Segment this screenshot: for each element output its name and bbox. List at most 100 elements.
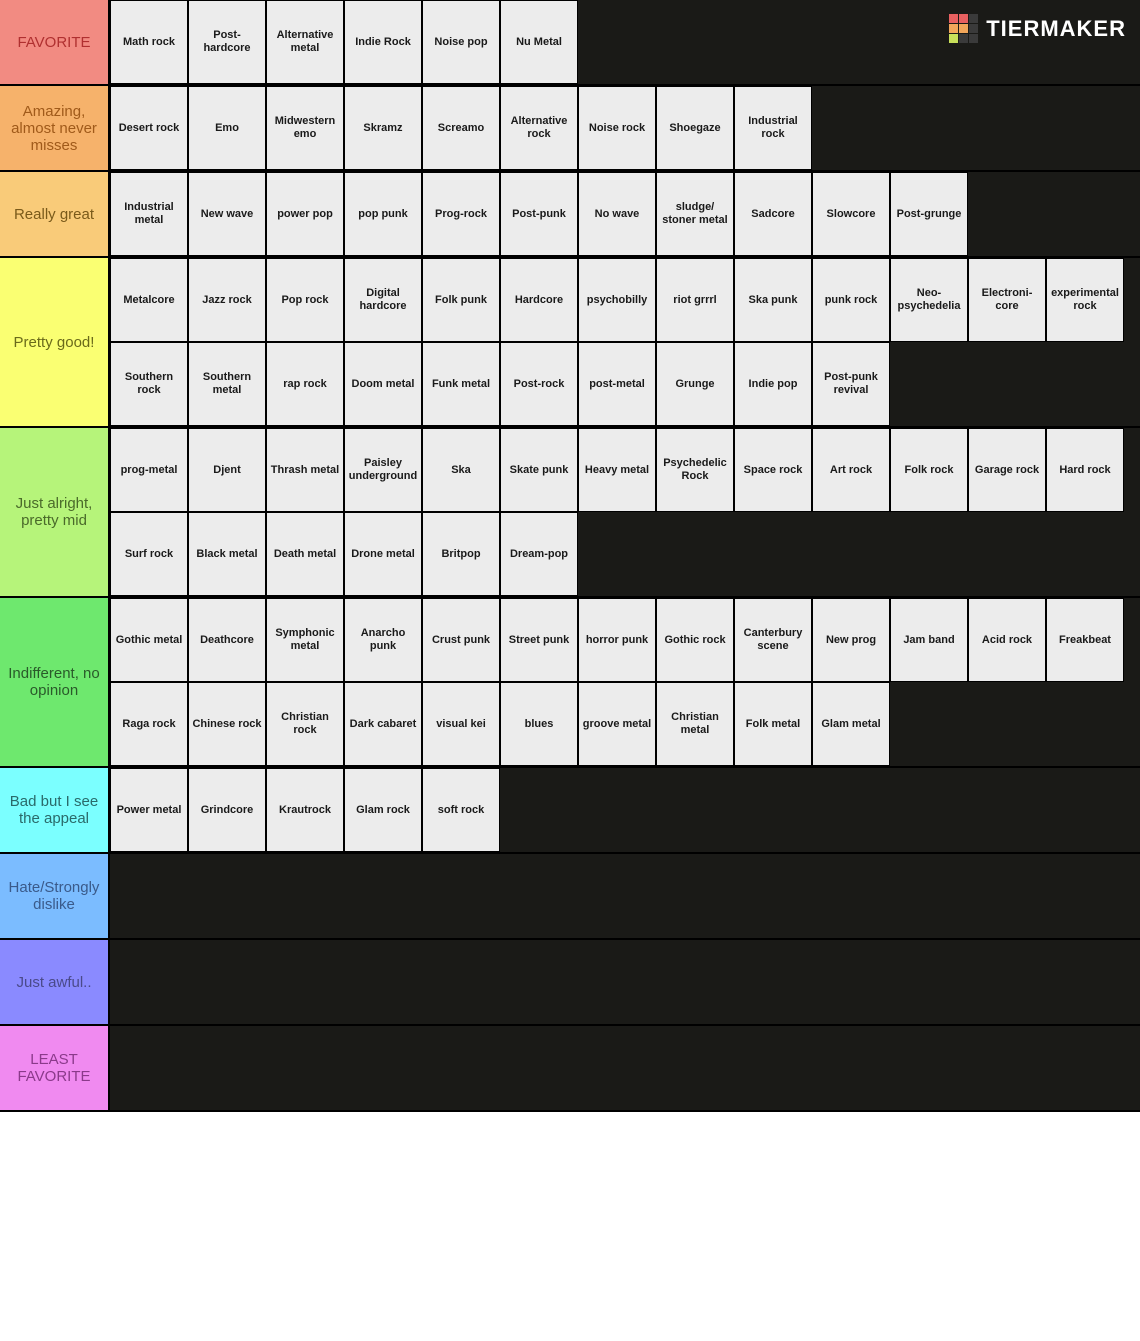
tier-item[interactable]: Jazz rock [188,258,266,342]
tier-item[interactable]: Folk rock [890,428,968,512]
tier-item[interactable]: Skate punk [500,428,578,512]
tier-item[interactable]: Black metal [188,512,266,596]
tier-item[interactable]: Shoegaze [656,86,734,170]
tier-item[interactable]: New wave [188,172,266,256]
tier-item[interactable]: Garage rock [968,428,1046,512]
tier-item[interactable]: Noise rock [578,86,656,170]
tier-item[interactable]: groove metal [578,682,656,766]
tier-item[interactable]: Paisley underground [344,428,422,512]
tier-item[interactable]: Prog-rock [422,172,500,256]
tier-label[interactable]: Bad but I see the appeal [0,768,110,852]
tier-item[interactable]: Britpop [422,512,500,596]
tier-item[interactable]: Ska [422,428,500,512]
tier-item[interactable]: Drone metal [344,512,422,596]
tier-item[interactable]: experimental rock [1046,258,1124,342]
tier-item[interactable]: Industrial metal [110,172,188,256]
tier-item[interactable]: Southern rock [110,342,188,426]
tier-item[interactable]: Post-hardcore [188,0,266,84]
tier-item[interactable]: Screamo [422,86,500,170]
tier-items[interactable]: prog-metalDjentThrash metalPaisley under… [110,428,1140,596]
tier-item[interactable]: Nu Metal [500,0,578,84]
tier-items[interactable] [110,940,1140,1024]
tier-label[interactable]: Pretty good! [0,258,110,426]
tier-item[interactable]: pop punk [344,172,422,256]
tier-items[interactable]: Power metalGrindcoreKrautrockGlam rockso… [110,768,1140,852]
tier-item[interactable]: Anarcho punk [344,598,422,682]
tier-item[interactable]: Neo-psychedelia [890,258,968,342]
tier-item[interactable]: New prog [812,598,890,682]
tier-items[interactable]: Desert rockEmoMidwestern emoSkramzScream… [110,86,1140,170]
tier-item[interactable]: Southern metal [188,342,266,426]
tier-label[interactable]: Just alright, pretty mid [0,428,110,596]
tier-items[interactable] [110,854,1140,938]
tier-item[interactable]: Psychedelic Rock [656,428,734,512]
tier-item[interactable]: Indie pop [734,342,812,426]
tier-item[interactable]: blues [500,682,578,766]
tier-item[interactable]: Dream-pop [500,512,578,596]
tier-item[interactable]: sludge/ stoner metal [656,172,734,256]
tier-item[interactable]: Digital hardcore [344,258,422,342]
tier-item[interactable]: No wave [578,172,656,256]
tier-item[interactable]: Folk punk [422,258,500,342]
tier-item[interactable]: Desert rock [110,86,188,170]
tier-item[interactable]: Christian rock [266,682,344,766]
tier-item[interactable]: Noise pop [422,0,500,84]
tier-item[interactable]: Raga rock [110,682,188,766]
tier-item[interactable]: Slowcore [812,172,890,256]
tier-item[interactable]: Chinese rock [188,682,266,766]
tier-item[interactable]: Ska punk [734,258,812,342]
tier-item[interactable]: Djent [188,428,266,512]
tier-item[interactable]: Sadcore [734,172,812,256]
tier-label[interactable]: FAVORITE [0,0,110,84]
tier-item[interactable]: Post-punk [500,172,578,256]
tier-item[interactable]: Hardcore [500,258,578,342]
tier-item[interactable]: Jam band [890,598,968,682]
tier-item[interactable]: prog-metal [110,428,188,512]
tier-item[interactable]: Surf rock [110,512,188,596]
tier-label[interactable]: Indifferent, no opinion [0,598,110,766]
tier-item[interactable]: psychobilly [578,258,656,342]
tier-item[interactable]: horror punk [578,598,656,682]
tier-item[interactable]: Gothic rock [656,598,734,682]
tier-item[interactable]: Symphonic metal [266,598,344,682]
tier-item[interactable]: Glam rock [344,768,422,852]
tier-items[interactable] [110,1026,1140,1110]
tier-item[interactable]: Death metal [266,512,344,596]
tier-items[interactable]: MetalcoreJazz rockPop rockDigital hardco… [110,258,1140,426]
tier-item[interactable]: Metalcore [110,258,188,342]
tier-item[interactable]: punk rock [812,258,890,342]
tier-item[interactable]: Christian metal [656,682,734,766]
tier-label[interactable]: LEAST FAVORITE [0,1026,110,1110]
tier-item[interactable]: Skramz [344,86,422,170]
tier-item[interactable]: Deathcore [188,598,266,682]
tier-label[interactable]: Just awful.. [0,940,110,1024]
tier-item[interactable]: Midwestern emo [266,86,344,170]
tier-item[interactable]: Emo [188,86,266,170]
tier-item[interactable]: Art rock [812,428,890,512]
tier-items[interactable]: Gothic metalDeathcoreSymphonic metalAnar… [110,598,1140,766]
tier-item[interactable]: Math rock [110,0,188,84]
tier-label[interactable]: Really great [0,172,110,256]
tier-item[interactable]: Indie Rock [344,0,422,84]
tier-item[interactable]: Funk metal [422,342,500,426]
tier-item[interactable]: Dark cabaret [344,682,422,766]
tier-item[interactable]: Doom metal [344,342,422,426]
tier-item[interactable]: Heavy metal [578,428,656,512]
tier-item[interactable]: visual kei [422,682,500,766]
tier-label[interactable]: Hate/Strongly dislike [0,854,110,938]
tier-item[interactable]: Folk metal [734,682,812,766]
tier-item[interactable]: Canterbury scene [734,598,812,682]
tier-item[interactable]: Post-grunge [890,172,968,256]
tier-item[interactable]: Street punk [500,598,578,682]
tier-label[interactable]: Amazing, almost never misses [0,86,110,170]
tier-item[interactable]: post-metal [578,342,656,426]
tier-item[interactable]: Freakbeat [1046,598,1124,682]
tier-item[interactable]: Gothic metal [110,598,188,682]
tier-item[interactable]: Grunge [656,342,734,426]
tier-item[interactable]: Crust punk [422,598,500,682]
tier-item[interactable]: Alternative metal [266,0,344,84]
tier-item[interactable]: Glam metal [812,682,890,766]
tier-item[interactable]: Electroni-core [968,258,1046,342]
tier-item[interactable]: Post-rock [500,342,578,426]
tier-item[interactable]: riot grrrl [656,258,734,342]
